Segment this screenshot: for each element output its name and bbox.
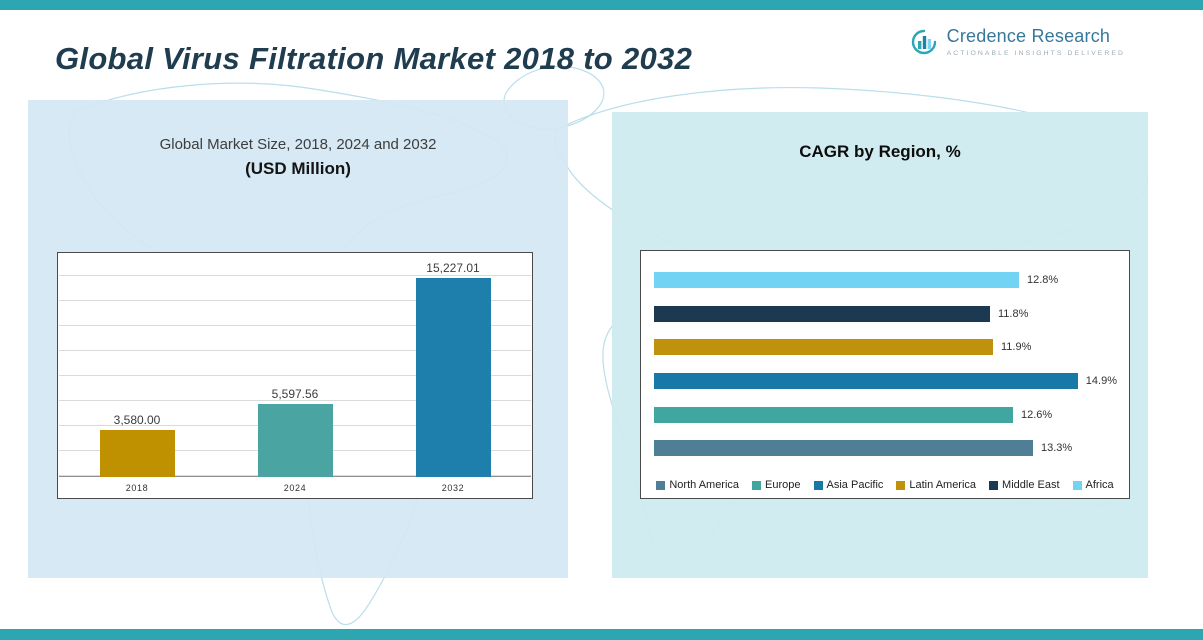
legend-swatch (752, 480, 762, 490)
top-accent-strip (0, 0, 1203, 10)
legend-swatch (656, 480, 666, 490)
bar-value-label: 14.9% (1085, 374, 1117, 387)
market-size-panel: Global Market Size, 2018, 2024 and 2032 … (28, 100, 568, 578)
market-size-chart-title: Global Market Size, 2018, 2024 and 2032 (159, 136, 437, 153)
legend-label: Latin America (909, 479, 977, 491)
bar (415, 278, 491, 477)
cagr-bar-row: 12.8% (654, 263, 1117, 297)
bar (654, 372, 1078, 389)
logo-tagline: Actionable Insights Delivered (946, 50, 1125, 57)
legend-item: Europe (752, 479, 801, 491)
cagr-bar-row: 12.6% (654, 398, 1117, 432)
legend-item: Middle East (989, 479, 1060, 491)
bar-column: 3,580.00 2018 (58, 253, 216, 498)
bar-category-label: 2018 (125, 482, 149, 493)
bar (654, 440, 1033, 457)
market-size-bars: 3,580.00 2018 5,597.56 2024 15,227.01 2032 (58, 253, 532, 498)
bar-category-label: 2024 (283, 482, 307, 493)
logo-bar-chart-icon (911, 29, 936, 55)
cagr-chart-box: 12.8% 11.8% 11.9% 14.9% 12.6% 13.3% North Ame… (640, 250, 1130, 499)
legend-swatch (896, 480, 906, 490)
legend-label: Middle East (1002, 479, 1060, 491)
bar (99, 430, 175, 477)
legend-label: Europe (765, 479, 801, 491)
brand-logo: Credence Research Actionable Insights De… (908, 26, 1125, 58)
bar-value-label: 11.9% (1001, 341, 1032, 354)
bar-value-label: 5,597.56 (271, 387, 319, 401)
legend-item: Latin America (896, 479, 976, 491)
cagr-bar-row: 14.9% (654, 364, 1117, 398)
cagr-bar-row: 11.8% (654, 297, 1117, 331)
cagr-bar-row: 11.9% (654, 330, 1117, 364)
market-size-chart-box: 3,580.00 2018 5,597.56 2024 15,227.01 2032 (57, 252, 533, 499)
legend-swatch (989, 480, 999, 490)
cagr-legend: North America Europe Asia Pacific Latin Ame… (641, 479, 1129, 491)
bar-value-label: 12.8% (1027, 273, 1059, 286)
bar (654, 406, 1013, 423)
legend-item: North America (656, 479, 739, 491)
market-size-chart-subtitle: (USD Million) (245, 159, 351, 178)
cagr-bars: 12.8% 11.8% 11.9% 14.9% 12.6% 13.3% (654, 263, 1117, 465)
bar-value-label: 11.8% (998, 307, 1029, 320)
bar-value-label: 15,227.01 (426, 261, 480, 275)
legend-swatch (813, 480, 823, 490)
logo-text-block: Credence Research Actionable Insights De… (947, 26, 1125, 57)
legend-label: North America (669, 479, 740, 491)
page-title: Global Virus Filtration Market 2018 to 2… (55, 40, 693, 76)
bar (654, 339, 993, 356)
bar-value-label: 3,580.00 (113, 413, 161, 427)
bar-category-label: 2032 (441, 482, 465, 493)
cagr-panel: CAGR by Region, % 12.8% 11.8% 11.9% 14.9% 12… (612, 112, 1148, 578)
bar-value-label: 13.3% (1041, 442, 1073, 455)
cagr-bar-row: 13.3% (654, 431, 1117, 465)
legend-label: Africa (1085, 479, 1114, 491)
bottom-accent-strip (0, 629, 1203, 640)
logo-name: Credence Research (946, 26, 1111, 46)
bar-value-label: 12.6% (1021, 408, 1053, 421)
bar (654, 271, 1019, 288)
legend-swatch (1072, 480, 1082, 490)
bar (257, 404, 333, 477)
bar (654, 305, 990, 322)
bar-column: 5,597.56 2024 (216, 253, 374, 498)
legend-item: Africa (1072, 479, 1114, 491)
bar-column: 15,227.01 2032 (374, 253, 532, 498)
legend-label: Asia Pacific (826, 479, 884, 491)
cagr-chart-title: CAGR by Region, % (799, 142, 961, 161)
legend-item: Asia Pacific (813, 479, 884, 491)
